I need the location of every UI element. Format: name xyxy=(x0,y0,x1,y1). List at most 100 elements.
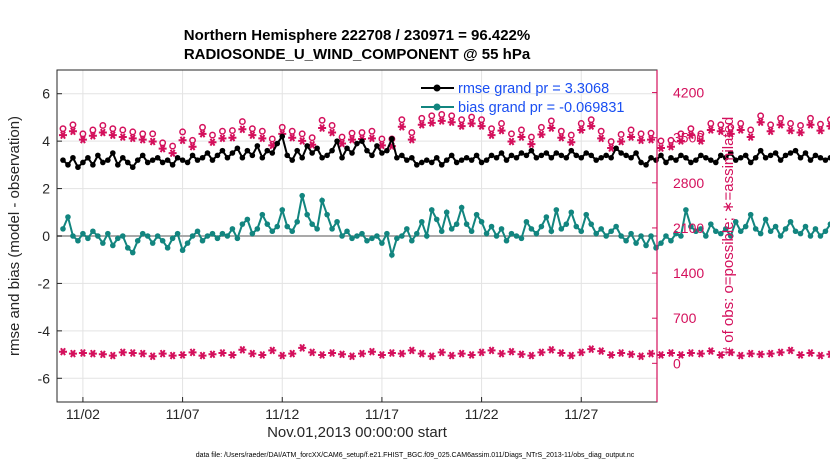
bias-point xyxy=(134,237,141,244)
rmse-point xyxy=(433,154,440,161)
rmse-point xyxy=(618,150,624,156)
obs-possible-marker xyxy=(826,116,830,124)
rmse-point xyxy=(668,154,674,161)
rmse-point xyxy=(777,157,784,163)
obs-assimilated-marker xyxy=(726,129,735,138)
obs-count-marker xyxy=(527,351,536,360)
rmse-point xyxy=(583,150,590,156)
obs-count-marker xyxy=(547,345,556,354)
obs-possible-marker xyxy=(69,121,77,129)
obs-count-marker xyxy=(467,350,476,359)
axis-labels: -6 -4 -2 0 2 4 6 0 700 1400 2100 2800 3500 4200 11/02 1… xyxy=(6,85,737,441)
obs-count-marker xyxy=(786,346,795,355)
rmse-point xyxy=(174,154,181,161)
rmse-point xyxy=(638,159,644,166)
obs-possible-marker xyxy=(488,125,496,133)
obs-possible-marker xyxy=(667,136,675,144)
bias-point xyxy=(349,235,355,242)
rmse-point xyxy=(334,138,340,144)
bias-point xyxy=(174,230,181,237)
obs-count-marker xyxy=(118,348,127,357)
bias-point xyxy=(394,235,400,242)
bias-point xyxy=(219,230,226,237)
obs-count-marker xyxy=(437,348,446,357)
rmse-point xyxy=(139,152,146,159)
y-tick-label: -6 xyxy=(38,370,51,386)
axes xyxy=(56,69,658,403)
obs-assimilated-marker xyxy=(238,125,247,134)
rmse-point xyxy=(807,157,814,163)
obs-possible-marker xyxy=(777,114,785,122)
bias-point xyxy=(548,228,555,235)
obs-count-marker xyxy=(88,349,97,358)
rmse-point xyxy=(80,159,86,166)
obs-count-marker xyxy=(328,349,337,357)
rmse-series xyxy=(60,133,830,171)
bias-point xyxy=(139,230,146,237)
obs-assimilated-marker xyxy=(188,142,197,151)
bias-series xyxy=(60,192,830,259)
obs-assimilated-marker xyxy=(258,134,267,143)
rmse-point xyxy=(787,150,794,156)
obs-possible-marker xyxy=(607,138,615,146)
legend-label: bias grand pr = -0.069831 xyxy=(458,100,624,116)
rmse-point xyxy=(394,154,400,161)
bias-point xyxy=(458,204,465,211)
y2-tick-label: 3500 xyxy=(673,130,704,146)
obs-assimilated-marker xyxy=(696,136,705,145)
obs-possible-marker xyxy=(398,116,406,124)
rmse-point xyxy=(354,140,360,147)
obs-count-marker xyxy=(397,349,406,358)
obs-count-marker xyxy=(98,350,107,359)
bias-point xyxy=(468,228,475,235)
bias-point xyxy=(149,240,156,246)
rmse-point xyxy=(369,152,375,159)
obs-count-marker xyxy=(278,351,287,360)
obs-assimilated-marker xyxy=(108,131,117,140)
bias-point xyxy=(314,226,320,232)
obs-assimilated-marker xyxy=(487,131,496,140)
obs-count-marker xyxy=(696,349,705,358)
obs-count-marker xyxy=(726,348,735,357)
rmse-point xyxy=(224,154,231,161)
rmse-point xyxy=(159,159,166,166)
obs-possible-marker xyxy=(747,126,755,134)
obs-assimilated-marker xyxy=(716,127,725,136)
bias-point xyxy=(473,211,480,218)
bias-point xyxy=(797,230,804,237)
rmse-point xyxy=(274,140,281,147)
rmse-point xyxy=(259,154,266,161)
bias-point xyxy=(693,228,699,235)
obs-possible-marker xyxy=(637,130,645,138)
rmse-point xyxy=(693,157,699,163)
bias-point xyxy=(319,197,325,204)
bias-point xyxy=(159,237,166,244)
obs-count-marker xyxy=(348,352,357,361)
rmse-point xyxy=(339,154,345,161)
rmse-point xyxy=(812,152,819,159)
bias-point xyxy=(638,233,644,239)
bias-point xyxy=(633,240,639,246)
rmse-point xyxy=(483,157,490,163)
rmse-point xyxy=(95,152,101,159)
rmse-point xyxy=(742,152,749,159)
rmse-point xyxy=(578,154,585,161)
bias-point xyxy=(518,235,525,242)
obs-possible-marker xyxy=(458,116,466,124)
obs-count-marker xyxy=(537,348,546,357)
rmse-point xyxy=(568,147,575,154)
rmse-point xyxy=(493,154,500,161)
obs-count-marker xyxy=(387,349,396,357)
bias-point xyxy=(324,211,330,218)
bias-point xyxy=(538,223,545,230)
y2-tick-label: 1400 xyxy=(673,265,704,281)
obs-possible-marker xyxy=(189,136,196,144)
obs-possible-marker xyxy=(627,126,635,134)
obs-possible-marker xyxy=(677,130,685,138)
obs-assimilated-marker xyxy=(796,128,805,137)
rmse-point xyxy=(553,150,560,156)
obs-count-marker xyxy=(198,351,207,360)
obs-assimilated-marker xyxy=(268,141,277,150)
obs-assimilated-marker xyxy=(318,124,327,132)
bias-point xyxy=(95,233,101,239)
